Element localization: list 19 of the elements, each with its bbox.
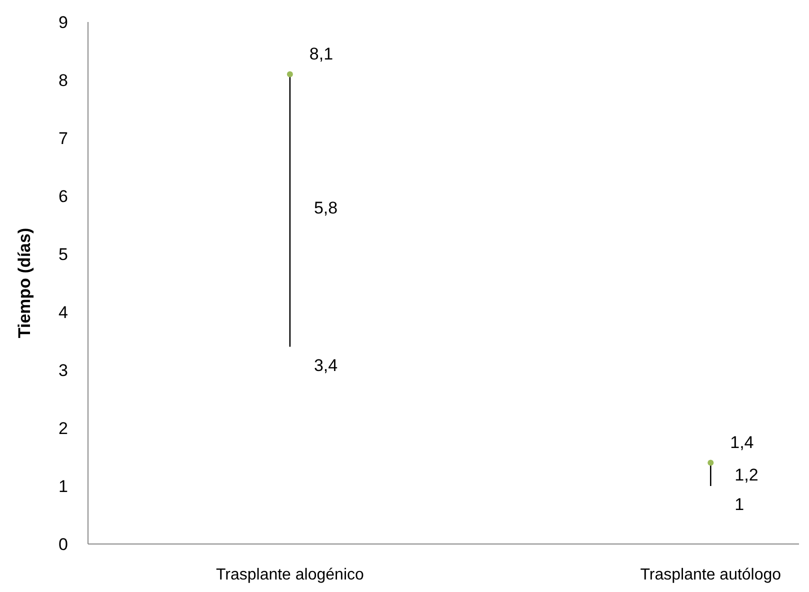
y-tick-label: 5 [58,245,68,264]
y-tick-label: 7 [58,129,68,148]
y-tick-label: 1 [58,477,68,496]
annotation: 5,8 [314,198,338,218]
y-tick-label: 2 [58,419,68,438]
y-tick-label: 4 [58,303,68,322]
data-label: 3,4 [314,356,338,375]
y-tick-label: 6 [58,187,68,206]
annotation: 1,2 [734,465,758,484]
data-label: 1,4 [730,433,754,452]
y-tick-label: 3 [58,361,68,380]
y-tick-label: 8 [58,71,68,90]
data-label: 1 [734,494,744,514]
y-tick-label: 9 [58,13,68,32]
x-tick-label: Trasplante autólogo [640,566,782,584]
x-tick-label: Trasplante alogénico [216,566,364,584]
data-label: 8,1 [309,44,334,64]
y-tick-label: 0 [58,535,68,554]
y-axis-title: Tiempo (días) [15,228,34,338]
